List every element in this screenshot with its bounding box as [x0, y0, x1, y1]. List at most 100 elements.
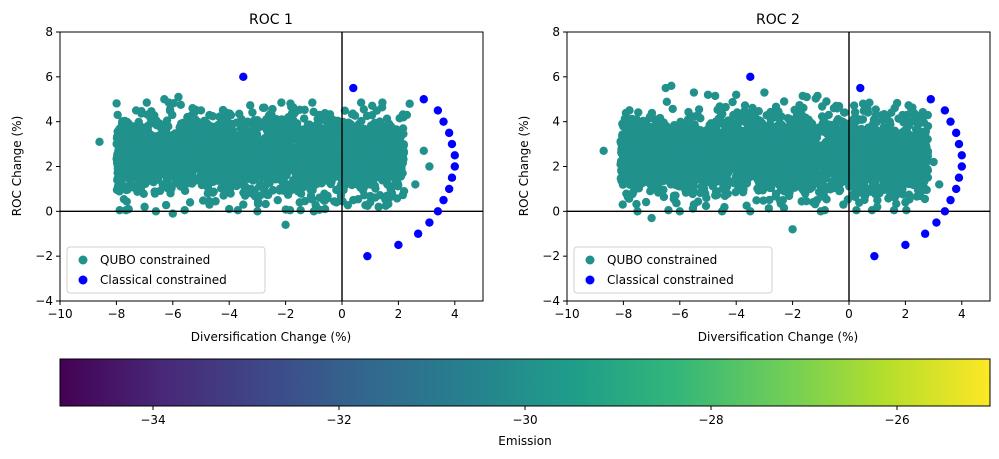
qubo-point: [365, 124, 374, 133]
qubo-point: [740, 101, 750, 110]
qubo-point: [141, 135, 151, 144]
qubo-point: [248, 108, 257, 117]
qubo-point: [162, 116, 172, 125]
qubo-point: [252, 150, 262, 159]
qubo-point: [377, 139, 386, 148]
qubo-point: [367, 145, 376, 154]
qubo-point: [226, 110, 236, 120]
qubo-point: [308, 98, 317, 107]
roc-2-plot-area: [567, 32, 990, 301]
qubo-point: [142, 148, 151, 157]
qubo-point: [258, 103, 268, 112]
qubo-point: [197, 180, 207, 190]
qubo-point: [367, 160, 376, 169]
qubo-point: [140, 202, 149, 212]
qubo-point: [112, 99, 121, 108]
qubo-point: [384, 152, 393, 161]
y-tick-label: −2: [35, 249, 53, 263]
qubo-point: [193, 117, 202, 126]
qubo-point: [374, 202, 383, 212]
qubo-point: [161, 200, 171, 210]
qubo-point: [252, 132, 261, 142]
qubo-point: [176, 100, 185, 110]
classical-point: [447, 139, 457, 149]
qubo-point: [268, 119, 278, 128]
qubo-point: [119, 171, 128, 181]
qubo-point: [146, 119, 155, 128]
qubo-point: [296, 206, 305, 215]
roc-1-title: ROC 1: [249, 12, 293, 28]
qubo-point: [171, 148, 180, 157]
qubo-point: [232, 160, 241, 169]
qubo-point: [281, 220, 290, 229]
qubo-point: [892, 190, 901, 199]
qubo-point: [142, 98, 151, 107]
qubo-point: [323, 119, 333, 129]
qubo-point: [169, 98, 178, 108]
qubo-point: [120, 127, 129, 136]
qubo-point: [411, 180, 420, 189]
qubo-point: [296, 189, 306, 198]
qubo-point: [368, 101, 377, 111]
roc-2-title: ROC 2: [756, 12, 800, 28]
qubo-point: [278, 133, 288, 143]
qubo-point: [345, 176, 355, 185]
qubo-point: [187, 110, 196, 120]
qubo-point: [284, 121, 294, 130]
roc-1-plot-area: [60, 32, 483, 301]
qubo-point: [240, 129, 249, 138]
qubo-point: [141, 179, 150, 189]
qubo-point: [226, 140, 235, 150]
qubo-point: [181, 168, 190, 177]
qubo-point: [395, 158, 405, 167]
qubo-point: [295, 198, 304, 207]
qubo-point: [283, 165, 293, 174]
qubo-point: [366, 198, 375, 207]
x-tick-label: −8: [108, 307, 126, 321]
qubo-point: [307, 140, 316, 149]
legend-marker: [78, 255, 88, 265]
classical-point: [439, 195, 448, 205]
qubo-point: [309, 129, 318, 138]
qubo-point: [263, 190, 273, 200]
qubo-point: [262, 122, 272, 131]
qubo-point: [267, 172, 277, 182]
roc-2-qubo-cloud: [616, 91, 933, 215]
qubo-point: [771, 102, 781, 111]
qubo-point: [629, 187, 638, 197]
qubo-point: [349, 195, 358, 205]
qubo-point: [205, 200, 214, 209]
qubo-point: [216, 129, 226, 138]
qubo-point: [348, 109, 357, 118]
classical-point: [450, 162, 459, 171]
qubo-point: [393, 182, 402, 191]
qubo-point: [318, 124, 327, 134]
qubo-point: [113, 110, 122, 120]
roc-1-legend-box: [66, 246, 266, 294]
qubo-point: [904, 190, 914, 199]
qubo-point: [356, 183, 365, 192]
qubo-point: [273, 159, 283, 169]
qubo-point: [340, 106, 350, 115]
qubo-point: [139, 128, 148, 137]
qubo-point: [122, 197, 131, 206]
qubo-point: [405, 99, 414, 108]
qubo-point: [286, 134, 295, 144]
qubo-point: [402, 110, 412, 120]
qubo-point: [198, 134, 207, 143]
qubo-point: [175, 161, 185, 171]
qubo-point: [290, 179, 299, 189]
qubo-point: [209, 140, 218, 149]
qubo-point: [388, 141, 397, 151]
roc-1-xlabel: Diversification Change (%): [191, 330, 351, 344]
qubo-point: [344, 138, 354, 148]
qubo-point: [357, 138, 366, 148]
x-tick-label: 0: [338, 307, 346, 321]
qubo-point: [220, 117, 229, 126]
qubo-point: [399, 186, 409, 196]
qubo-point: [206, 165, 215, 175]
qubo-point: [377, 103, 387, 112]
